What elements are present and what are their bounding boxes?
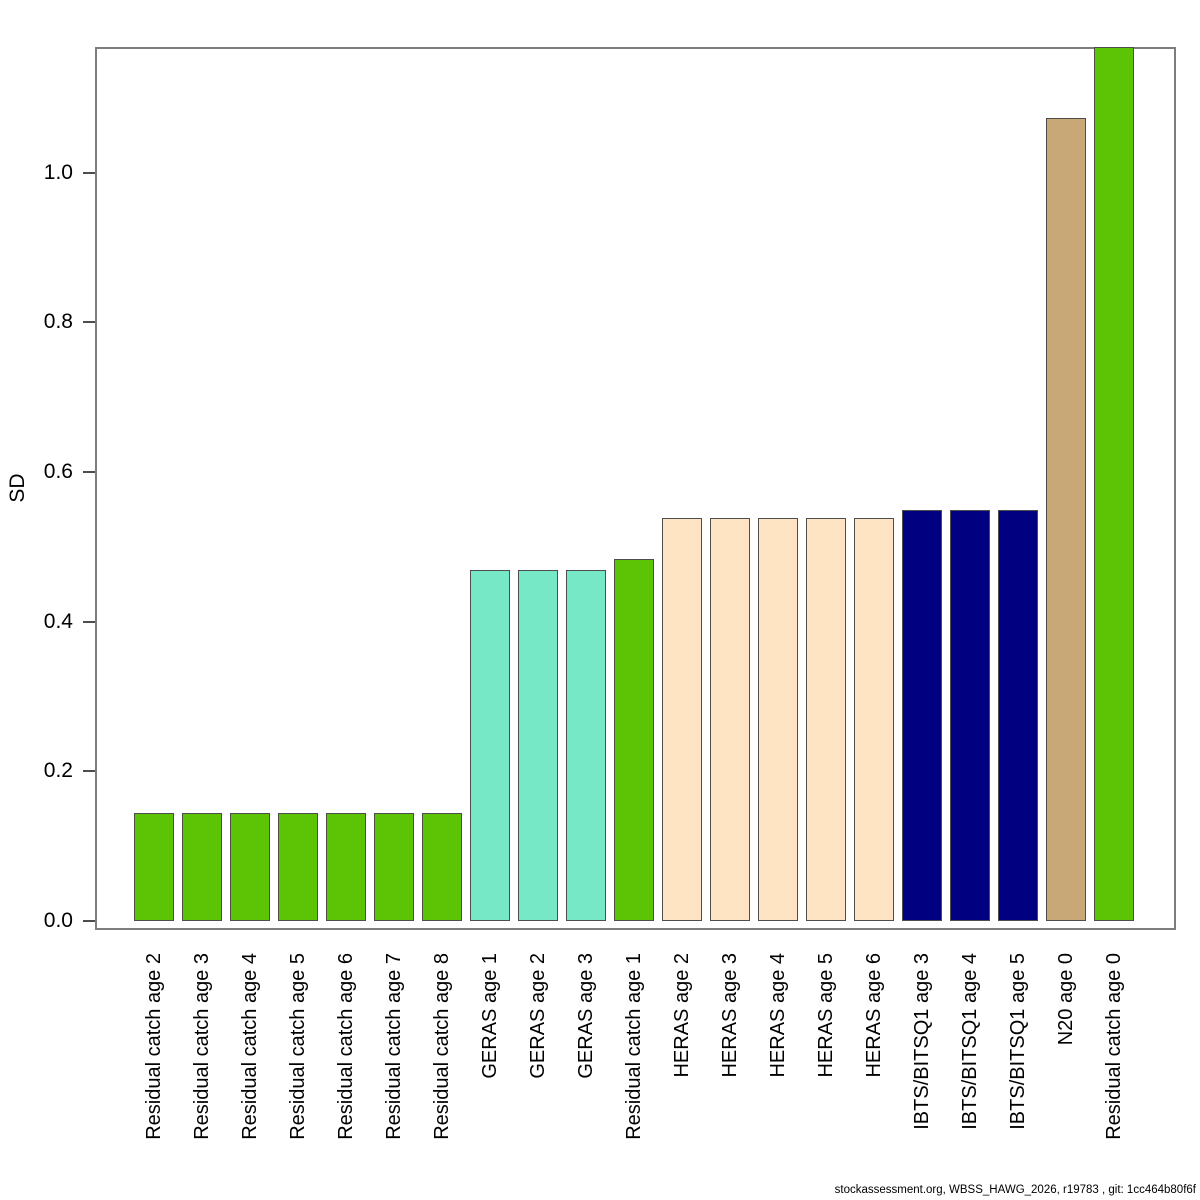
bar-heras-age-2 <box>662 518 702 921</box>
bar-heras-age-4 <box>758 518 798 921</box>
x-label-heras-age-5: HERAS age 5 <box>815 953 837 1078</box>
y-tick-1.0 <box>83 171 95 174</box>
footer-caption: stockassessment.org, WBSS_HAWG_2026, r19… <box>834 1184 1196 1196</box>
x-label-residual-catch-age-2: Residual catch age 2 <box>143 953 165 1140</box>
bar-residual-catch-age-2 <box>134 813 174 921</box>
y-tick-0.0 <box>83 920 95 922</box>
x-label-geras-age-3: GERAS age 3 <box>575 953 597 1079</box>
y-tick-0.2 <box>83 770 95 773</box>
bar-heras-age-5 <box>806 518 846 921</box>
y-tick-label-0.6: 0.6 <box>43 460 73 484</box>
x-label-geras-age-2: GERAS age 2 <box>527 953 549 1079</box>
bar-residual-catch-age-8 <box>422 813 462 921</box>
x-label-residual-catch-age-5: Residual catch age 5 <box>287 953 309 1140</box>
y-tick-0.4 <box>83 620 95 623</box>
x-label-heras-age-2: HERAS age 2 <box>671 953 693 1078</box>
bar-ibts-bitsq1-age-3 <box>902 510 942 921</box>
bar-ibts-bitsq1-age-4 <box>950 510 990 921</box>
x-label-residual-catch-age-7: Residual catch age 7 <box>383 953 405 1140</box>
bar-geras-age-2 <box>518 570 558 921</box>
x-label-residual-catch-age-4: Residual catch age 4 <box>239 953 261 1140</box>
bar-ibts-bitsq1-age-5 <box>998 510 1038 921</box>
y-tick-label-0.8: 0.8 <box>43 310 73 334</box>
x-label-heras-age-4: HERAS age 4 <box>767 953 789 1078</box>
x-label-residual-catch-age-8: Residual catch age 8 <box>431 953 453 1140</box>
x-label-ibts-bitsq1-age-4: IBTS/BITSQ1 age 4 <box>959 953 981 1130</box>
y-tick-label-0.4: 0.4 <box>43 609 73 633</box>
x-label-n20-age-0: N20 age 0 <box>1055 953 1077 1046</box>
x-label-ibts-bitsq1-age-5: IBTS/BITSQ1 age 5 <box>1007 953 1029 1130</box>
bar-geras-age-1 <box>470 570 510 921</box>
x-label-heras-age-3: HERAS age 3 <box>719 953 741 1078</box>
y-tick-label-0.0: 0.0 <box>43 909 73 932</box>
x-label-residual-catch-age-3: Residual catch age 3 <box>191 953 213 1140</box>
x-label-heras-age-6: HERAS age 6 <box>863 953 885 1078</box>
bar-n20-age-0 <box>1046 118 1086 921</box>
y-tick-label-1.0: 1.0 <box>43 160 73 184</box>
x-label-residual-catch-age-0: Residual catch age 0 <box>1103 953 1125 1140</box>
bar-residual-catch-age-7 <box>374 813 414 921</box>
y-tick-label-0.2: 0.2 <box>43 759 73 783</box>
bar-heras-age-3 <box>710 518 750 921</box>
y-tick-0.6 <box>83 471 95 474</box>
x-label-ibts-bitsq1-age-3: IBTS/BITSQ1 age 3 <box>911 953 933 1130</box>
bar-residual-catch-age-3 <box>182 813 222 921</box>
bar-residual-catch-age-5 <box>278 813 318 921</box>
bar-heras-age-6 <box>854 518 894 921</box>
x-label-geras-age-1: GERAS age 1 <box>479 953 501 1079</box>
bar-residual-catch-age-6 <box>326 813 366 921</box>
x-label-residual-catch-age-1: Residual catch age 1 <box>623 953 645 1140</box>
y-tick-0.8 <box>83 321 95 324</box>
x-label-residual-catch-age-6: Residual catch age 6 <box>335 953 357 1140</box>
bar-residual-catch-age-4 <box>230 813 270 921</box>
bar-residual-catch-age-0 <box>1094 46 1134 921</box>
bar-residual-catch-age-1 <box>614 558 654 921</box>
bar-geras-age-3 <box>566 570 606 921</box>
